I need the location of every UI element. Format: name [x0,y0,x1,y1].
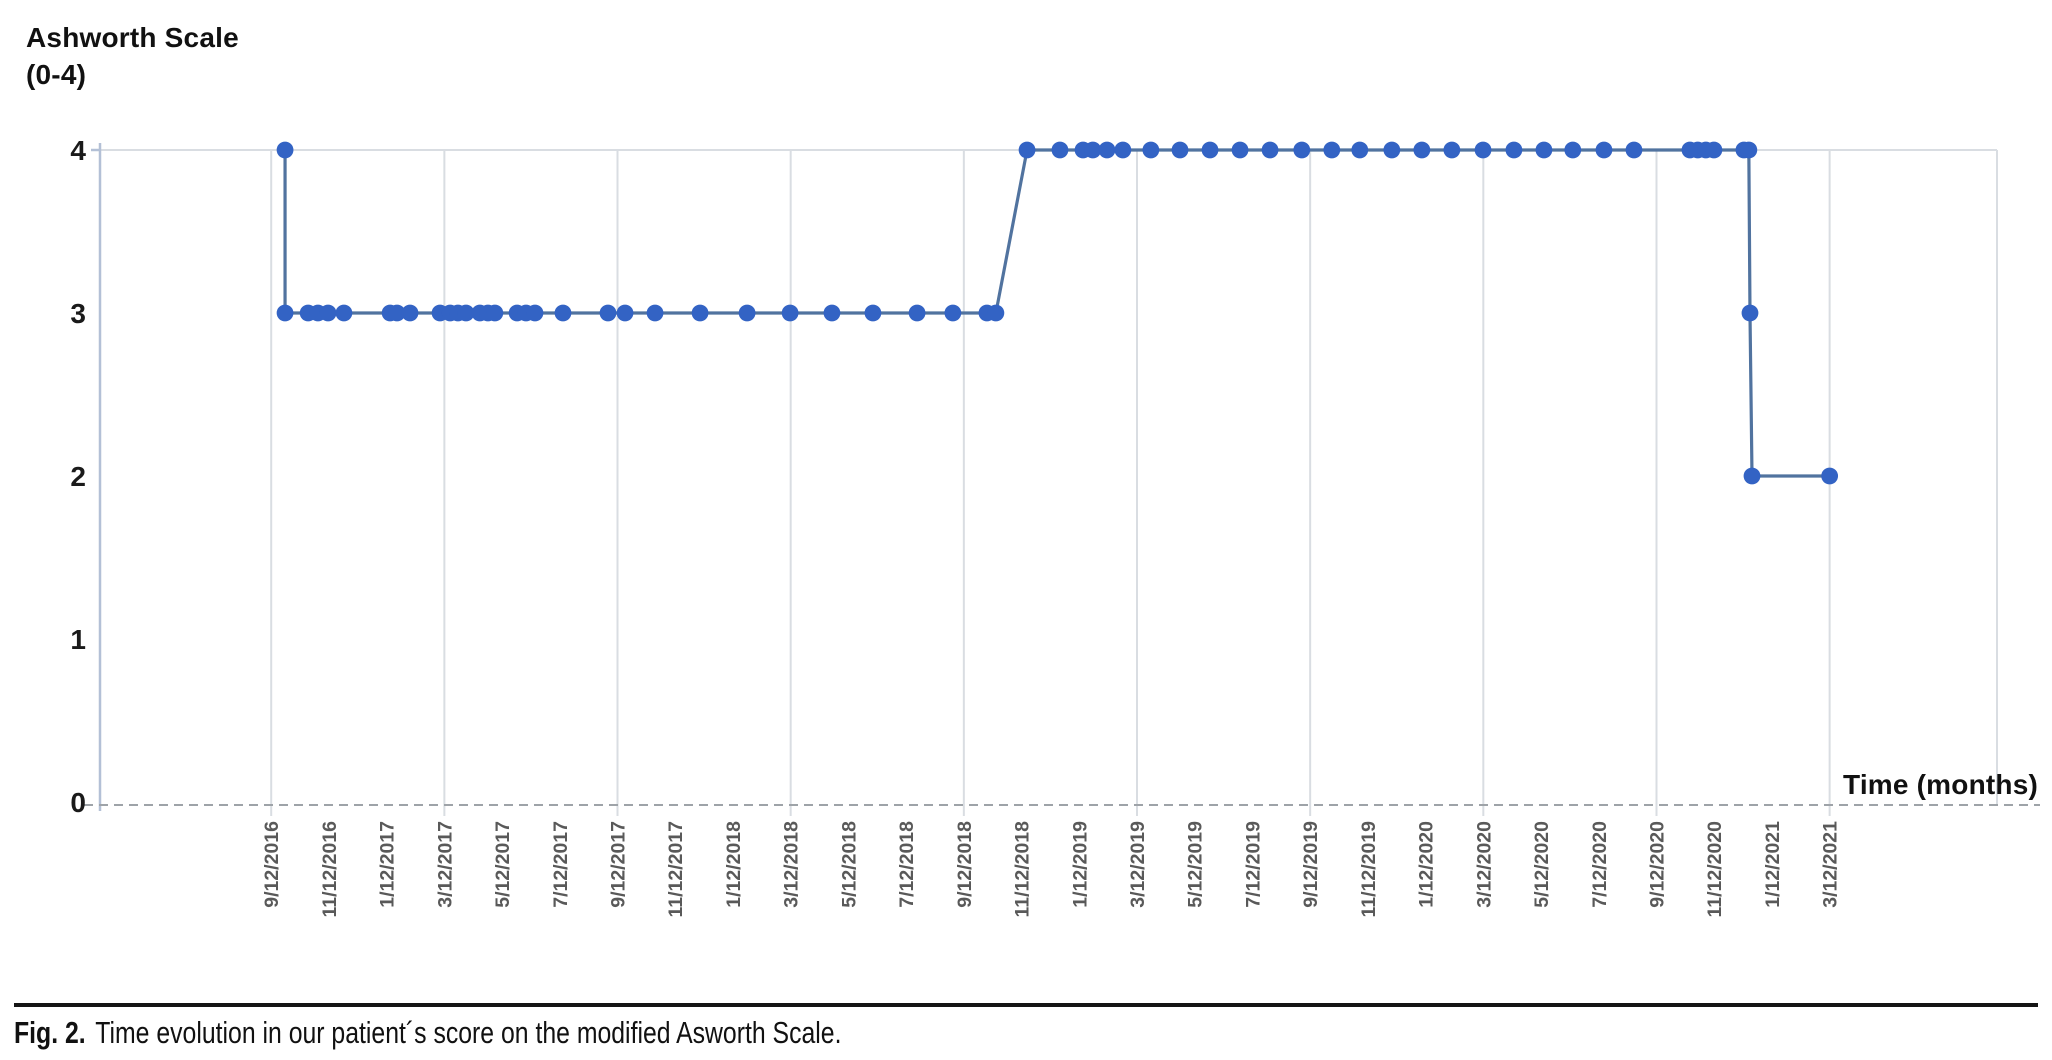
data-point [276,304,294,322]
figure-caption-text: Time evolution in our patient´s score on… [95,1015,842,1050]
data-point [1705,141,1723,159]
data-point [401,304,419,322]
y-tick-label: 0 [70,787,86,818]
x-tick-label: 9/12/2017 [608,821,630,908]
x-tick-label: 5/12/2018 [838,821,860,908]
data-point [1051,141,1069,159]
data-point [1323,141,1341,159]
data-point [1741,304,1759,322]
data-point [616,304,634,322]
x-tick-label: 9/12/2020 [1646,821,1668,908]
figure-caption: Fig. 2. Time evolution in our patient´s s… [14,1015,1633,1051]
x-tick-label: 5/12/2020 [1531,821,1553,908]
data-point [1383,141,1401,159]
data-point [276,141,294,159]
y-axis-title: Ashworth Scale (0-4) [26,20,239,94]
data-point [781,304,799,322]
x-tick-label: 7/12/2020 [1589,821,1611,908]
caption-rule: Fig. 2. Time evolution in our patient´s s… [14,1003,2038,1051]
data-point [1231,141,1249,159]
x-tick-label: 11/12/2019 [1358,821,1380,918]
data-point [1261,141,1279,159]
x-tick-label: 9/12/2019 [1300,821,1322,908]
data-point [691,304,709,322]
data-point [1142,141,1160,159]
data-point [823,304,841,322]
data-point [1505,141,1523,159]
x-tick-label: 1/12/2021 [1762,821,1784,908]
data-point [599,304,617,322]
data-point [1535,141,1553,159]
y-axis-title-line1: Ashworth Scale [26,22,239,53]
x-axis-title: Time (months) [1843,769,2038,800]
x-tick-label: 9/12/2018 [954,821,976,908]
x-tick-label: 1/12/2017 [377,821,399,908]
x-tick-label: 9/12/2016 [261,821,283,908]
data-point [335,304,353,322]
x-tick-label: 1/12/2018 [723,821,745,908]
x-tick-label: 5/12/2019 [1185,821,1207,908]
x-tick-label: 11/12/2017 [665,821,687,918]
y-tick-label: 4 [70,135,86,166]
data-point [457,304,475,322]
data-point [1084,141,1102,159]
x-tick-label: 3/12/2020 [1473,821,1495,908]
data-point [526,304,544,322]
y-tick-label: 2 [70,461,86,492]
y-tick-label: 1 [70,624,86,655]
data-point [1743,467,1761,485]
data-point [1413,141,1431,159]
data-point [1474,141,1492,159]
data-point [486,304,504,322]
figure-caption-label: Fig. 2. [14,1015,86,1050]
data-point [864,304,882,322]
y-tick-label: 3 [70,298,86,329]
data-point [944,304,962,322]
data-point [1821,467,1839,485]
x-tick-label: 11/12/2020 [1704,821,1726,918]
data-point [646,304,664,322]
x-tick-label: 3/12/2019 [1127,821,1149,908]
chart-svg: 0 1 2 3 4 9/12/2016 11/12/2016 1/12/2017 3/12/20… [70,135,2040,918]
data-point [1098,141,1116,159]
data-point [1443,141,1461,159]
x-tick-label: 11/12/2018 [1012,821,1034,918]
data-point [908,304,926,322]
data-point [738,304,756,322]
data-point [1293,141,1311,159]
x-tick-label: 1/12/2020 [1416,821,1438,908]
data-point [1114,141,1132,159]
x-tick-label: 3/12/2021 [1820,821,1842,908]
x-tick-label: 7/12/2019 [1242,821,1264,908]
data-point [1564,141,1582,159]
data-point [1171,141,1189,159]
data-point [319,304,337,322]
data-point [1201,141,1219,159]
x-tick-label: 7/12/2018 [896,821,918,908]
x-tick-label: 1/12/2019 [1069,821,1091,908]
data-point [1351,141,1369,159]
x-tick-label: 3/12/2018 [781,821,803,908]
data-point [1625,141,1643,159]
data-point [1740,141,1758,159]
y-axis-title-line2: (0-4) [26,58,87,90]
data-point [554,304,572,322]
x-tick-label: 5/12/2017 [492,821,514,908]
x-tick-label: 3/12/2017 [434,821,456,908]
data-point [1018,141,1036,159]
x-tick-label: 7/12/2017 [550,821,572,908]
data-point [1595,141,1613,159]
x-tick-label: 11/12/2016 [319,821,341,918]
data-point [388,304,406,322]
data-point [987,304,1005,322]
